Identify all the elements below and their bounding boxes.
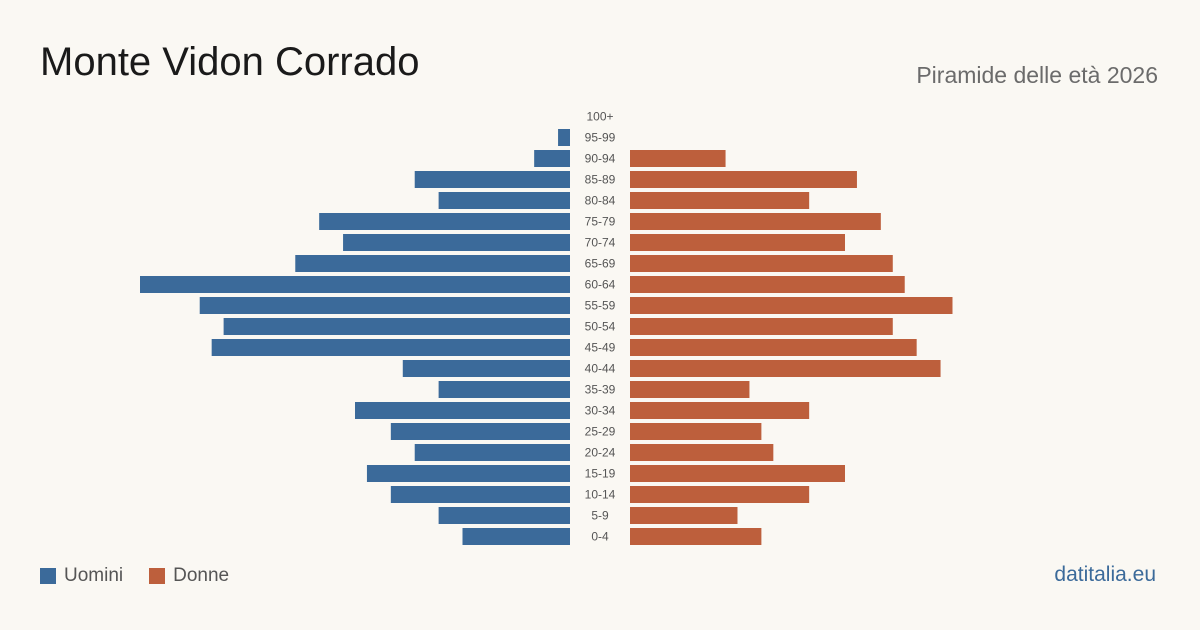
bar-women-5-9 xyxy=(630,507,738,524)
age-label-95-99: 95-99 xyxy=(585,131,616,145)
bar-women-30-34 xyxy=(630,402,810,419)
bar-men-70-74 xyxy=(343,234,570,251)
bar-men-55-59 xyxy=(199,297,570,314)
bar-women-50-54 xyxy=(630,318,893,335)
age-label-10-14: 10-14 xyxy=(585,488,616,502)
population-pyramid-chart: 100+ 95-99 90-94 85-89 80-84 75-79 70-74 65-69 6… xyxy=(140,110,953,545)
legend-label-men: Uomini xyxy=(64,565,124,586)
bar-women-0-4 xyxy=(630,528,762,545)
brand-link[interactable]: datitalia.eu xyxy=(1054,563,1156,586)
age-label-40-44: 40-44 xyxy=(585,362,616,376)
bar-women-60-64 xyxy=(630,276,905,293)
age-label-0-4: 0-4 xyxy=(591,530,609,544)
legend: Uomini Donne xyxy=(40,565,255,587)
bar-men-25-29 xyxy=(390,423,570,440)
bar-men-45-49 xyxy=(211,339,570,356)
bar-men-50-54 xyxy=(223,318,570,335)
age-label-25-29: 25-29 xyxy=(585,425,616,439)
bar-women-10-14 xyxy=(630,486,810,503)
bar-women-25-29 xyxy=(630,423,762,440)
age-label-80-84: 80-84 xyxy=(585,194,616,208)
bar-men-90-94 xyxy=(534,150,570,167)
age-label-90-94: 90-94 xyxy=(585,152,616,166)
bar-women-35-39 xyxy=(630,381,750,398)
bar-men-10-14 xyxy=(390,486,570,503)
age-label-30-34: 30-34 xyxy=(585,404,616,418)
bar-women-75-79 xyxy=(630,213,881,230)
age-label-20-24: 20-24 xyxy=(585,446,616,460)
legend-swatch-men xyxy=(40,568,56,584)
bar-men-40-44 xyxy=(402,360,570,377)
bar-women-55-59 xyxy=(630,297,953,314)
age-label-15-19: 15-19 xyxy=(585,467,616,481)
age-label-45-49: 45-49 xyxy=(585,341,616,355)
chart-subtitle: Piramide delle età 2026 xyxy=(916,62,1158,88)
bar-men-95-99 xyxy=(558,129,570,146)
bar-men-0-4 xyxy=(462,528,570,545)
bar-women-20-24 xyxy=(630,444,774,461)
bar-men-20-24 xyxy=(414,444,570,461)
bar-women-90-94 xyxy=(630,150,726,167)
bar-men-85-89 xyxy=(414,171,570,188)
bar-men-30-34 xyxy=(355,402,570,419)
bar-men-60-64 xyxy=(140,276,570,293)
legend-item-men: Uomini xyxy=(40,565,123,587)
legend-item-women: Donne xyxy=(149,565,229,587)
bar-women-15-19 xyxy=(630,465,845,482)
bar-women-80-84 xyxy=(630,192,810,209)
bar-men-35-39 xyxy=(438,381,570,398)
age-label-55-59: 55-59 xyxy=(585,299,616,313)
age-label-5-9: 5-9 xyxy=(591,509,609,523)
age-label-35-39: 35-39 xyxy=(585,383,616,397)
bar-women-70-74 xyxy=(630,234,845,251)
age-label-70-74: 70-74 xyxy=(585,236,616,250)
bar-women-85-89 xyxy=(630,171,857,188)
bar-men-75-79 xyxy=(319,213,570,230)
bar-women-45-49 xyxy=(630,339,917,356)
age-label-50-54: 50-54 xyxy=(585,320,616,334)
chart-title: Monte Vidon Corrado xyxy=(40,40,420,84)
age-label-85-89: 85-89 xyxy=(585,173,616,187)
bar-men-5-9 xyxy=(438,507,570,524)
age-label-100+: 100+ xyxy=(586,110,613,124)
bar-women-65-69 xyxy=(630,255,893,272)
age-label-75-79: 75-79 xyxy=(585,215,616,229)
age-label-60-64: 60-64 xyxy=(585,278,616,292)
bar-women-40-44 xyxy=(630,360,941,377)
bar-men-65-69 xyxy=(295,255,570,272)
bar-men-80-84 xyxy=(438,192,570,209)
legend-label-women: Donne xyxy=(173,565,230,586)
bar-men-15-19 xyxy=(366,465,570,482)
age-label-65-69: 65-69 xyxy=(585,257,616,271)
legend-swatch-women xyxy=(149,568,166,584)
